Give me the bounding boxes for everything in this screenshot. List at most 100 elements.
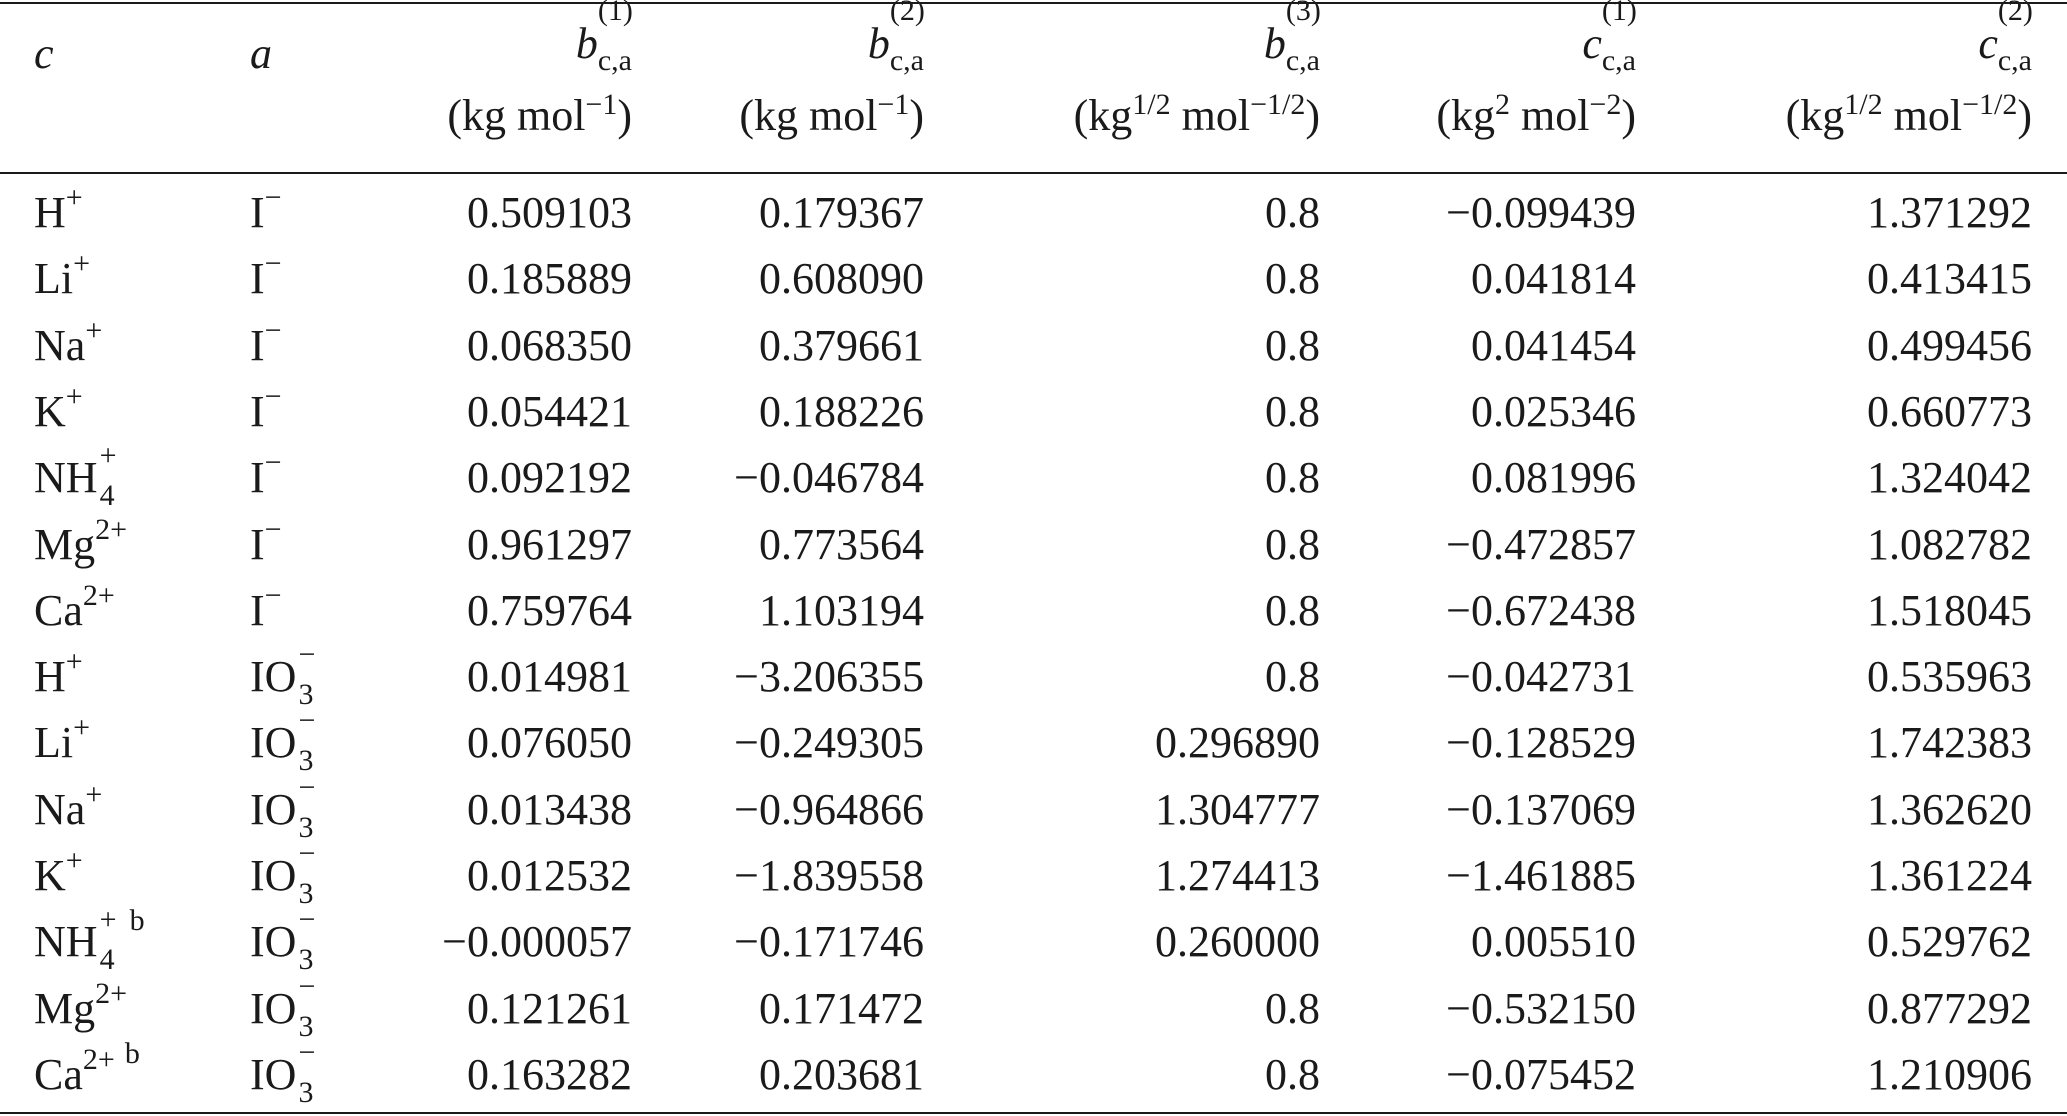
cation: NH +4 b	[34, 904, 145, 975]
cell-anion: IO −3	[250, 839, 318, 910]
cell-value: −0.472857	[1446, 519, 1636, 569]
cation: Na+	[34, 778, 102, 834]
header-symbol-var: c	[1582, 19, 1602, 68]
anion-charge: −	[298, 1035, 316, 1069]
anion: IO −3	[250, 772, 318, 842]
cell-value: 0.260000	[1155, 917, 1320, 967]
cation: NH +4	[34, 441, 120, 511]
cation-base: K	[34, 851, 66, 900]
anion-base: I	[250, 519, 265, 569]
anion-sub: 3	[298, 877, 314, 910]
cell-value: 0.081996	[1471, 453, 1636, 503]
cell-cation: Mg2+	[34, 512, 127, 583]
cell-cation: Na+	[34, 313, 102, 384]
cell-value: 0.121261	[467, 983, 632, 1033]
cell-value: 1.210906	[1867, 1049, 2032, 1099]
cell-value: 0.8	[1265, 519, 1320, 569]
cell-value: 0.8	[1265, 188, 1320, 237]
header-col-3: b (3) c,a (kg1/2 mol−1/2)	[940, 0, 1321, 172]
cation: Ca2+ b	[34, 1037, 140, 1099]
header-symbol: b (2) c,a	[868, 0, 925, 79]
anion-base: I	[250, 453, 265, 503]
header-cation-label: c	[34, 29, 54, 78]
cation-charge: 2+	[95, 976, 128, 1010]
header-unit-mid: mol	[1509, 91, 1590, 140]
header-unit-exp: −1/2	[1250, 88, 1306, 121]
header-unit-mid-exp: 1/2	[1844, 88, 1883, 121]
header-unit-post: )	[2017, 91, 2032, 140]
cell-value: 0.529762	[1867, 917, 2032, 967]
cell-anion: I−	[250, 379, 282, 450]
cation-base: Ca	[34, 1049, 83, 1099]
header-unit-pre: (kg	[1436, 91, 1495, 140]
cation-charge: 2+	[95, 512, 128, 546]
table-row: K+ I− 0.054421 0.188226 0.8 0.025346 0.660773	[0, 379, 2067, 445]
anion-base: IO	[250, 917, 297, 967]
cation-base: K	[34, 386, 66, 436]
header-unit-exp: −1	[877, 88, 910, 121]
cell-anion: IO −3	[250, 706, 318, 776]
table-row: Mg2+ I− 0.961297 0.773564 0.8 −0.472857 1.0827…	[0, 512, 2067, 578]
cell-value: 0.013438	[467, 784, 632, 834]
cell-anion: I−	[250, 578, 282, 649]
header-symbol-sub: c,a	[597, 44, 632, 77]
cell-value: 0.8	[1265, 254, 1320, 304]
cell-value: 0.8	[1265, 1049, 1320, 1099]
anion: I−	[250, 181, 282, 237]
cation-charge: +	[65, 379, 83, 413]
cation: Li+	[34, 247, 90, 303]
cation-base: H	[34, 188, 66, 237]
cell-value: −1.839558	[734, 851, 924, 900]
cell-cation: NH +4	[34, 441, 120, 511]
anion-base: I	[250, 386, 265, 436]
cell-value: 0.535963	[1867, 652, 2032, 702]
header-symbol-scripts: (1) c,a	[1602, 0, 1637, 79]
header-unit-post: )	[1305, 91, 1320, 140]
cation-base: Ca	[34, 585, 83, 635]
anion-scripts: −3	[296, 905, 318, 975]
header-symbol-var: c	[1978, 19, 1998, 68]
table-row: Ca2+ I− 0.759764 1.103194 0.8 −0.672438 1.5180…	[0, 578, 2067, 644]
anion-charge: −	[264, 512, 282, 546]
cell-value: −0.672438	[1446, 585, 1636, 635]
anion: IO −3	[250, 1037, 318, 1107]
anion: IO −3	[250, 905, 318, 975]
cation-footnote: b	[129, 904, 145, 938]
anion-charge: −	[298, 837, 316, 870]
table-row: NH +4 b IO −3 −0.000057 −0.171746 0.260000 0.005…	[0, 904, 2067, 975]
cell-value: −0.099439	[1446, 188, 1636, 237]
cell-value: −0.532150	[1446, 983, 1636, 1033]
anion-scripts: −3	[296, 1037, 318, 1108]
header-col-5: c (2) c,a (kg1/2 mol−1/2)	[1652, 0, 2033, 172]
cell-anion: IO −3	[250, 640, 318, 712]
anion-sub: 3	[298, 810, 314, 844]
anion-sub: 3	[298, 678, 314, 712]
cell-value: 0.179367	[759, 188, 924, 237]
header-symbol-sup: (2)	[889, 0, 925, 27]
cell-value: 1.103194	[759, 585, 924, 635]
cation: H+	[34, 645, 83, 701]
cation-scripts: +4	[98, 905, 120, 975]
header-symbol-sup: (3)	[1285, 0, 1321, 27]
cell-value: 1.742383	[1867, 718, 2032, 768]
cell-value: 0.041814	[1471, 254, 1636, 304]
cation-charge: +	[99, 439, 117, 473]
cell-value: 0.961297	[467, 519, 632, 569]
anion-base: IO	[250, 983, 297, 1033]
top-rule	[0, 2, 2067, 4]
cell-value: 0.759764	[467, 585, 632, 635]
cell-value: 0.163282	[467, 1049, 632, 1099]
cell-value: 0.8	[1265, 320, 1320, 370]
header-symbol: c (2) c,a	[1978, 0, 2033, 79]
cation: Li+	[34, 711, 90, 767]
cation-scripts: +4	[98, 441, 120, 513]
anion-charge: −	[264, 379, 282, 413]
anion-base: I	[250, 254, 265, 304]
anion-sub: 3	[298, 1009, 314, 1043]
header-unit-exp: −2	[1589, 88, 1622, 121]
header-symbol-scripts: (2) c,a	[890, 0, 925, 79]
cation-sub: 4	[99, 479, 115, 513]
header-symbol-sub: c,a	[889, 44, 924, 77]
cell-anion: I−	[250, 246, 282, 317]
cell-value: −3.206355	[734, 652, 924, 702]
